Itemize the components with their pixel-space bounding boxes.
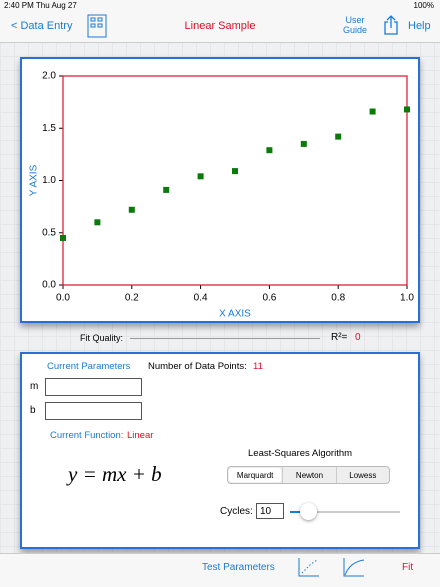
y-tick-label: 0.5 (42, 227, 56, 238)
m-input[interactable] (45, 378, 142, 396)
curve-icon[interactable] (342, 556, 366, 578)
r-squared-value: 0 (355, 332, 361, 343)
cycles-label: Cycles: (220, 506, 253, 517)
cycles-input[interactable]: 10 (256, 503, 284, 519)
nav-title: Linear Sample (184, 20, 256, 32)
y-tick-label: 0.0 (42, 280, 56, 291)
data-point (128, 206, 135, 213)
data-point (404, 106, 410, 113)
help-button[interactable]: Help (408, 20, 431, 32)
plot-frame (62, 75, 408, 286)
data-points-label: Number of Data Points: (148, 361, 247, 372)
data-point (369, 108, 376, 115)
share-icon[interactable] (383, 15, 399, 35)
fit-button[interactable]: Fit (402, 562, 414, 573)
slider-track (310, 511, 400, 513)
data-point (335, 133, 342, 140)
chart-panel: 0.0 0.5 1.0 1.5 2.0 0.0 0.2 0.4 0.6 0.8 1.0 X AXIS Y… (20, 57, 420, 323)
data-point (266, 147, 273, 154)
test-parameters-button[interactable]: Test Parameters (202, 562, 275, 573)
toolbar (0, 553, 440, 587)
x-tick-label: 1.0 (400, 293, 414, 304)
algorithm-option[interactable]: Marquardt (229, 468, 282, 482)
slider-thumb[interactable] (300, 503, 317, 520)
r-squared-label: R²= (331, 332, 348, 343)
x-tick-label: 0.0 (56, 293, 70, 304)
data-point (197, 173, 204, 180)
b-input[interactable] (45, 402, 142, 420)
algorithm-option[interactable]: Lowess (335, 467, 389, 483)
back-button[interactable]: < Data Entry (11, 20, 73, 32)
data-point (163, 186, 170, 193)
algorithm-option[interactable]: Newton (282, 467, 335, 483)
x-tick-label: 0.4 (194, 293, 208, 304)
current-function-label: Current Function: (50, 430, 124, 441)
data-points-value: 11 (253, 361, 263, 372)
scatter-icon[interactable] (297, 556, 321, 578)
y-tick-label: 1.5 (42, 123, 56, 134)
data-icon[interactable] (87, 14, 107, 38)
m-label: m (30, 381, 39, 392)
chart: 0.0 0.5 1.0 1.5 2.0 0.0 0.2 0.4 0.6 0.8 1.0 X AXIS Y… (29, 71, 415, 320)
current-function-value: Linear (127, 430, 154, 441)
algorithm-segmented: Marquardt Newton Lowess (227, 466, 390, 484)
status-battery: 100% (413, 1, 434, 10)
x-tick-label: 0.8 (331, 293, 345, 304)
x-tick-label: 0.2 (125, 293, 139, 304)
top-bar (0, 0, 440, 43)
equation: y = mx + b (68, 462, 162, 486)
b-label: b (30, 405, 36, 416)
data-point (60, 234, 66, 241)
data-point (232, 168, 238, 175)
data-point (94, 219, 101, 226)
y-axis-label: Y AXIS (29, 164, 40, 196)
data-point (300, 140, 307, 147)
current-parameters-button[interactable]: Current Parameters (47, 361, 131, 372)
y-tick-label: 2.0 (42, 71, 56, 82)
algorithm-title: Least-Squares Algorithm (248, 448, 353, 459)
status-time: 2:40 PM Thu Aug 27 (4, 1, 77, 10)
x-axis-label: X AXIS (219, 309, 251, 320)
user-guide-button[interactable]: User Guide (342, 15, 368, 35)
fit-quality-label: Fit Quality: (80, 333, 124, 343)
y-tick-label: 1.0 (42, 175, 56, 186)
fit-quality-bar (130, 338, 320, 339)
x-tick-label: 0.6 (262, 293, 276, 304)
